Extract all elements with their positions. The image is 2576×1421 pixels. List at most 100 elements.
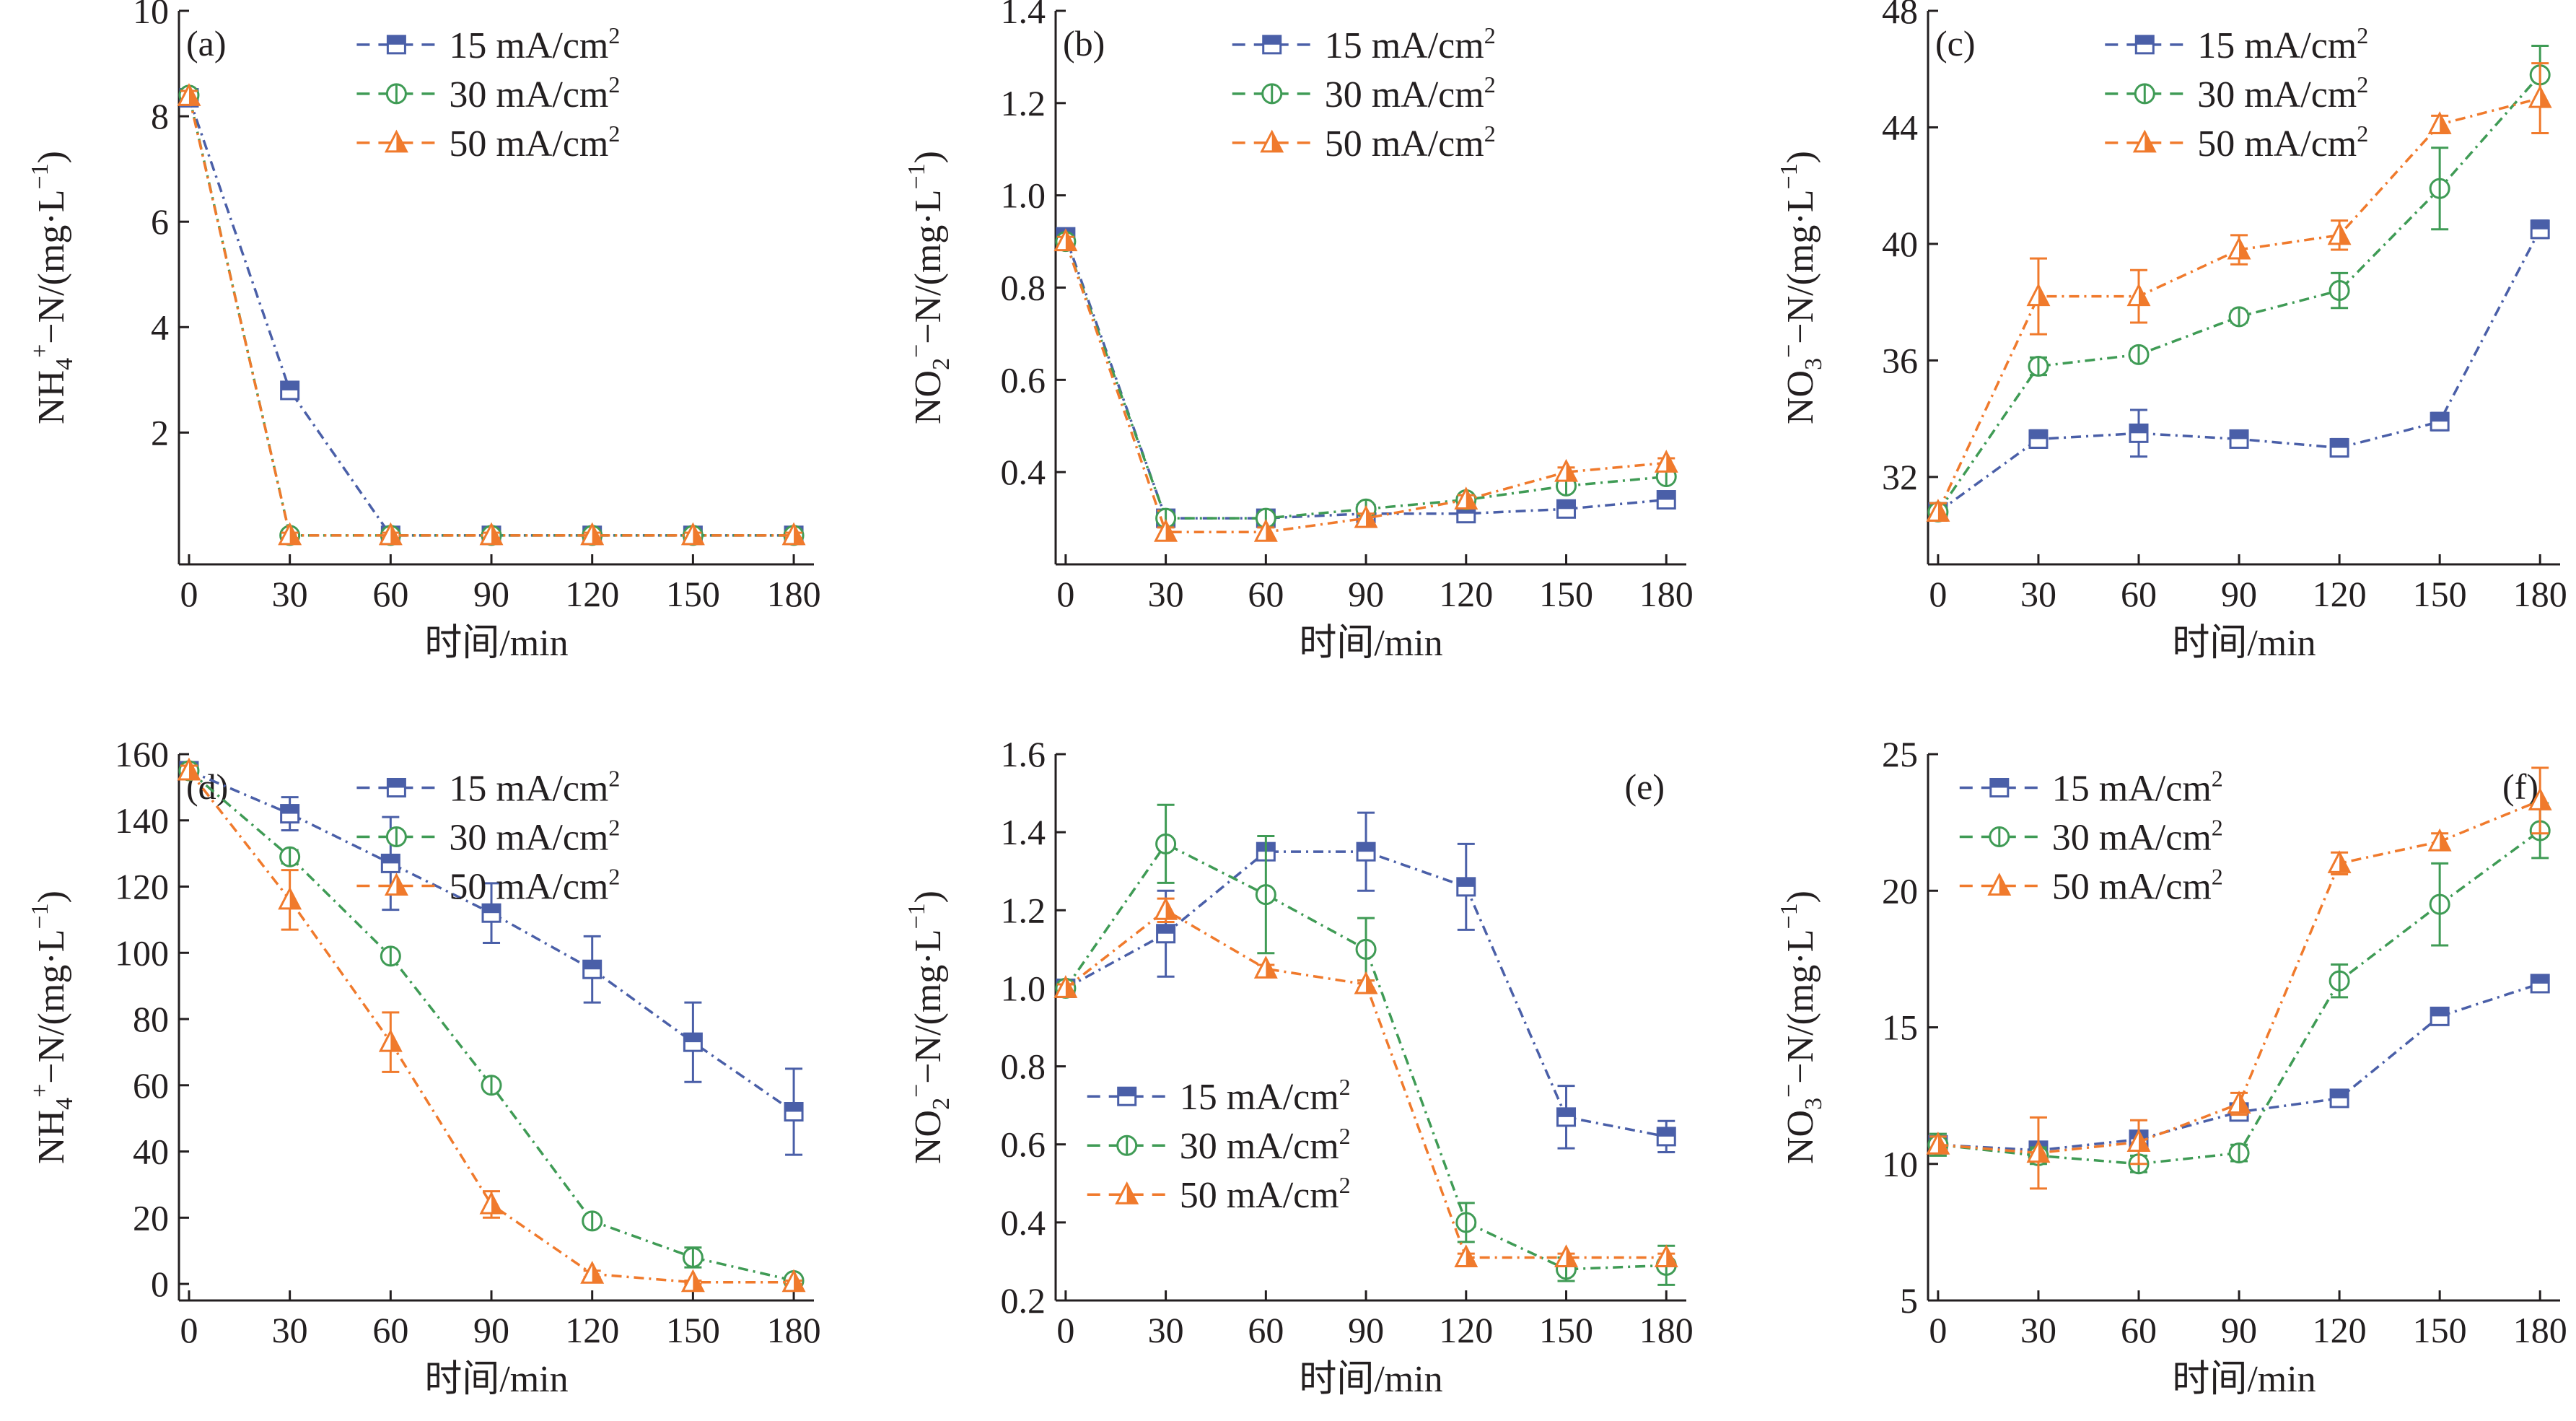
triangle-marker (479, 522, 504, 546)
circle-marker (2128, 344, 2150, 365)
marker-fill (188, 85, 199, 105)
circle-marker (279, 846, 301, 867)
x-axis-title: 时间/min (424, 623, 568, 664)
x-axis-title: 时间/min (1299, 623, 1442, 664)
circle-marker (1355, 938, 1377, 960)
y-axis-title-part: −N/(mg·L (31, 190, 72, 344)
marker-fill (2139, 285, 2149, 305)
square-marker (2430, 411, 2450, 432)
y-tick-label: 80 (133, 999, 169, 1039)
square-marker (2329, 438, 2349, 458)
triangle-marker (1654, 450, 1678, 473)
y-axis-title-part: ) (31, 891, 72, 903)
square-marker (386, 35, 406, 55)
legend-item: 30 mA/cm2 (356, 71, 620, 115)
series-line (1064, 236, 1667, 520)
series-line (1937, 228, 2541, 513)
legend-label-main: 15 mA/cm (449, 768, 608, 809)
y-axis-title-part: 3 (1800, 1098, 1827, 1110)
y-axis-title-part: −N/(mg·L (31, 930, 72, 1084)
legend-label-sup: 2 (2212, 814, 2223, 840)
legend-label-main: 30 mA/cm (1325, 74, 1484, 115)
chart-panel-e: 0.2 0.4 0.6 0.8 1.0 1.2 1.4 1.6 0 30 60 90 120 150 180… (903, 734, 1694, 1400)
series-15-mA-cm2 (1928, 974, 2550, 1160)
triangle-marker (1354, 504, 1378, 528)
x-tick-label: 0 (1056, 1310, 1074, 1350)
y-tick-label: 100 (115, 932, 169, 973)
legend-item: 15 mA/cm2 (1232, 22, 1496, 66)
marker-fill (1263, 35, 1281, 45)
marker-fill (281, 381, 299, 390)
triangle-marker (378, 522, 403, 546)
x-tick-label: 90 (2221, 1310, 2257, 1350)
panel-label: (c) (1935, 23, 1976, 64)
y-axis-title: NH4+−N/(mg·L−1) (27, 891, 78, 1164)
legend-label: 15 mA/cm2 (1325, 22, 1496, 66)
marker-fill (693, 1271, 704, 1291)
y-tick-label: 1.2 (1001, 890, 1046, 930)
triangle-marker (1454, 486, 1478, 510)
marker-fill (1557, 500, 1575, 510)
legend-label-sup: 2 (608, 121, 620, 147)
circle-marker (2134, 83, 2155, 105)
y-axis-title-part: 2 (928, 1098, 955, 1110)
marker-fill (2339, 852, 2350, 873)
triangle-marker (1053, 975, 1078, 998)
y-axis-title-part: ) (31, 151, 72, 163)
legend-label: 30 mA/cm2 (2197, 71, 2368, 115)
x-tick-label: 30 (272, 574, 308, 614)
triangle-marker (2528, 787, 2552, 810)
marker-fill (1657, 491, 1675, 500)
marker-fill (281, 805, 299, 814)
marker-fill (1466, 1246, 1476, 1267)
legend-label-main: 50 mA/cm (2197, 123, 2357, 165)
legend-item: 30 mA/cm2 (1232, 71, 1496, 115)
legend-label-sup: 2 (608, 765, 620, 791)
marker-fill (289, 888, 300, 909)
x-tick-label: 90 (473, 574, 509, 614)
circle-marker (1261, 83, 1283, 105)
legend-label-main: 50 mA/cm (449, 123, 608, 165)
panel-label: (a) (186, 23, 227, 64)
square-marker (1356, 841, 1376, 862)
marker-fill (2130, 424, 2147, 434)
legend-label: 30 mA/cm2 (2052, 814, 2223, 858)
marker-fill (2139, 1131, 2149, 1151)
series-50-mA-cm2 (1926, 62, 2552, 522)
legend-label: 50 mA/cm2 (1180, 1172, 1351, 1216)
legend-label-sup: 2 (608, 22, 620, 48)
x-tick-label: 150 (666, 574, 720, 614)
x-tick-label: 0 (180, 1310, 198, 1350)
y-tick-label: 5 (1900, 1280, 1918, 1321)
legend-label: 50 mA/cm2 (449, 121, 620, 165)
circle-marker (2028, 355, 2049, 377)
y-axis-title-part: −1 (27, 903, 53, 929)
y-tick-label: 160 (115, 734, 169, 774)
y-tick-label: 40 (1882, 224, 1918, 264)
marker-fill (390, 1031, 401, 1051)
y-axis-title-part: −1 (1776, 903, 1802, 929)
triangle-marker (177, 757, 201, 781)
y-tick-label: 20 (1882, 870, 1918, 911)
y-axis-title-part: −N/(mg·L (908, 930, 949, 1084)
triangle-marker (1554, 458, 1578, 482)
legend-label-main: 30 mA/cm (1180, 1126, 1339, 1167)
series-50-mA-cm2 (177, 757, 806, 1293)
triangle-marker (580, 522, 605, 546)
y-tick-label: 4 (151, 307, 169, 347)
triangle-marker (384, 129, 408, 153)
legend-label: 30 mA/cm2 (1180, 1123, 1351, 1167)
series-50-mA-cm2 (1053, 897, 1678, 1268)
panel-label: (e) (1625, 766, 1665, 807)
legend-label: 30 mA/cm2 (449, 71, 620, 115)
square-marker (1117, 1086, 1137, 1106)
y-axis-title: NO3−−N/(mg·L−1) (1776, 891, 1827, 1164)
square-marker (1456, 877, 1476, 897)
circle-marker (582, 1210, 603, 1232)
x-tick-label: 120 (565, 1310, 619, 1350)
marker-fill (1157, 924, 1175, 934)
y-axis-title-part: −N/(mg·L (1780, 190, 1821, 344)
